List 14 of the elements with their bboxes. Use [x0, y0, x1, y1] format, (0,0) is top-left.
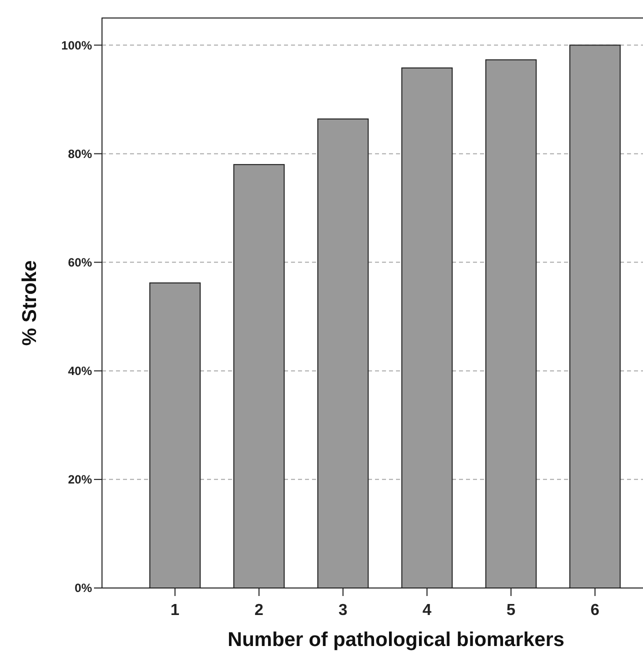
x-tick-label: 1	[170, 602, 180, 619]
y-tick-label: 80%	[68, 146, 92, 161]
y-axis-title: % Stroke	[19, 260, 41, 346]
y-tick-label: 60%	[68, 255, 92, 270]
x-tick-label: 3	[338, 602, 348, 619]
y-tick-label: 0%	[74, 581, 92, 596]
x-tick-label: 4	[422, 602, 432, 619]
y-tick-label: 40%	[68, 364, 92, 378]
y-tick-label: 20%	[68, 472, 92, 487]
x-axis-title: Number of pathological biomarkers	[228, 629, 564, 651]
x-tick-label: 5	[506, 602, 516, 619]
x-tick-label: 2	[254, 602, 264, 619]
x-tick-label: 6	[590, 602, 600, 619]
y-tick-label: 100%	[61, 38, 92, 52]
